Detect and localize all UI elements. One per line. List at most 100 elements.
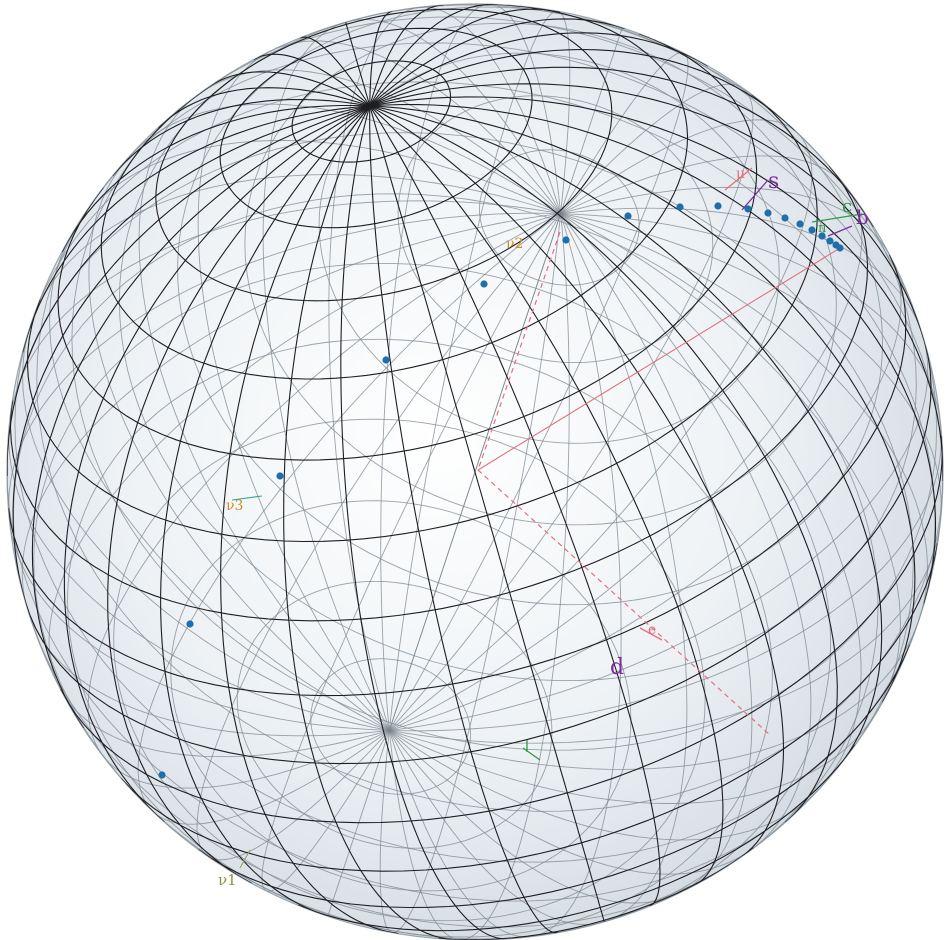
data-point xyxy=(714,202,722,210)
front-grid-line xyxy=(369,105,838,823)
data-point xyxy=(382,356,390,364)
front-grid-line xyxy=(592,644,911,882)
data-points xyxy=(158,202,844,779)
back-grid-line xyxy=(478,149,640,286)
red-dashed-line-3 xyxy=(477,469,771,736)
front-grid-line xyxy=(57,187,466,461)
teal-line-v3 xyxy=(231,495,263,501)
front-grid-line xyxy=(107,105,371,884)
back-grid-line xyxy=(33,262,832,940)
front-grid-line xyxy=(120,777,582,872)
data-point xyxy=(818,232,826,240)
data-point xyxy=(808,226,816,234)
front-grid-line xyxy=(369,8,561,107)
front-grid-line xyxy=(63,105,370,823)
data-point xyxy=(744,205,752,213)
data-point xyxy=(276,472,284,480)
front-grid-line xyxy=(369,96,943,481)
front-grid-line xyxy=(369,83,926,343)
data-point xyxy=(480,280,488,288)
front-grid-line xyxy=(24,601,551,765)
label-pi: π xyxy=(818,221,827,236)
back-grid-line xyxy=(236,580,553,849)
front-grid-line xyxy=(369,48,796,131)
front-grid-line xyxy=(603,847,754,921)
front-grid-line xyxy=(31,105,370,729)
back-grid-line xyxy=(67,338,773,938)
red-dashed-line-1 xyxy=(477,231,561,471)
front-grid-line xyxy=(369,66,875,228)
front-grid xyxy=(7,4,943,940)
data-point xyxy=(836,244,844,252)
back-grid-line xyxy=(12,193,879,928)
data-point xyxy=(764,209,772,217)
front-grid-line xyxy=(12,105,370,602)
data-point xyxy=(796,220,804,228)
data-point xyxy=(158,771,166,779)
label-c: c xyxy=(842,196,852,217)
front-grid-line xyxy=(464,33,758,438)
front-grid-line xyxy=(61,104,370,253)
front-grid-line xyxy=(369,105,724,885)
red-tick-mu xyxy=(724,167,753,191)
front-grid-line xyxy=(291,60,452,163)
front-grid-line xyxy=(297,904,601,932)
front-grid-line xyxy=(220,105,399,935)
front-grid-line xyxy=(155,8,613,302)
front-grid-line xyxy=(7,508,531,697)
front-grid-line xyxy=(22,105,370,353)
data-point xyxy=(562,236,570,244)
front-grid-line xyxy=(487,94,818,516)
front-grid-line xyxy=(600,744,856,909)
label-s: s xyxy=(768,169,779,194)
back-grid-line xyxy=(113,418,706,922)
label-v1: ν1 xyxy=(218,871,237,889)
data-point xyxy=(676,203,684,211)
front-grid-line xyxy=(197,848,593,909)
front-grid-line xyxy=(9,400,510,622)
front-grid-line xyxy=(7,105,370,477)
data-point xyxy=(826,237,834,245)
red-line-2 xyxy=(477,247,841,471)
label-v3: ν3 xyxy=(226,498,243,514)
data-point xyxy=(624,212,632,220)
data-point xyxy=(781,214,789,222)
label-b: b xyxy=(856,205,869,229)
label-mu: μ xyxy=(736,166,745,182)
front-grid-line xyxy=(219,27,533,229)
front-grid-line xyxy=(549,342,932,734)
front-grid-line xyxy=(369,105,916,703)
back-grid-line xyxy=(14,81,936,863)
label-v2: ν2 xyxy=(506,236,523,252)
front-grid-line xyxy=(369,32,709,107)
front-grid-line xyxy=(581,543,939,844)
front-grid-line xyxy=(530,254,907,667)
front-grid-line xyxy=(26,299,488,543)
purple-line-s xyxy=(741,179,769,211)
purple-line-b xyxy=(827,225,853,237)
label-e: e xyxy=(648,622,656,638)
front-grid-line xyxy=(369,104,937,604)
red-tick-e xyxy=(639,627,663,641)
back-grid-line xyxy=(36,42,943,812)
back-grid-line xyxy=(310,658,472,795)
front-grid-line xyxy=(158,87,370,128)
front-grid-line xyxy=(509,165,869,593)
front-grid-line xyxy=(442,4,689,361)
green-mark-lower xyxy=(522,740,541,761)
front-grid-line xyxy=(340,105,507,940)
back-grid-line xyxy=(7,132,914,902)
front-grid-line xyxy=(567,435,943,794)
back-grid-line xyxy=(170,500,632,892)
front-grid-line xyxy=(100,87,443,380)
green-line-c xyxy=(811,213,863,223)
front-grid-line xyxy=(253,53,371,107)
front-grid-line xyxy=(60,688,568,824)
labels: s c b d e μ π ν1 ν2 ν3 xyxy=(218,166,869,889)
construction-lines xyxy=(231,167,863,869)
front-grid-line xyxy=(369,4,444,107)
olive-line-v1 xyxy=(239,849,251,869)
back-grid-line xyxy=(397,95,714,364)
label-d: d xyxy=(610,655,624,680)
